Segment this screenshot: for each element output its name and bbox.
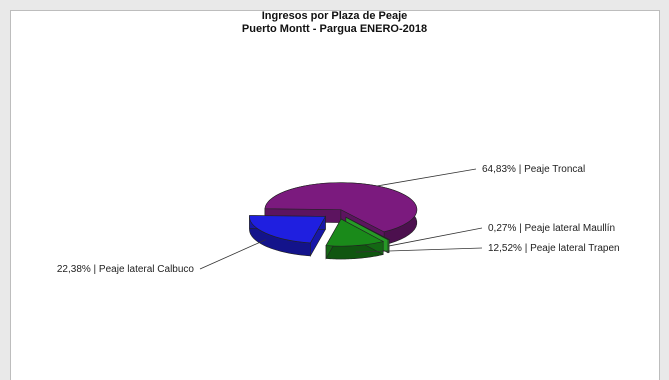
slice-label: 64,83% | Peaje Troncal (482, 164, 585, 175)
leader-line (377, 168, 477, 187)
slice-label: 0,27% | Peaje lateral Maullín (488, 223, 615, 234)
pie-slice (325, 218, 385, 247)
leader-line (355, 247, 483, 253)
pie-slice (264, 182, 418, 233)
pie-slice (345, 216, 390, 241)
leader-line (199, 239, 266, 270)
pie-slice (249, 215, 326, 244)
slice-label: 22,38% | Peaje lateral Calbuco (57, 264, 195, 275)
leader-line (388, 227, 483, 247)
slice-label: 12,52% | Peaje lateral Trapen (488, 243, 620, 254)
chart-subtitle: Puerto Montt - Pargua ENERO-2018 (241, 23, 428, 35)
chart-title: Ingresos por Plaza de Peaje (261, 10, 408, 22)
chart-titles: Ingresos por Plaza de Peaje Puerto Montt… (0, 10, 669, 36)
